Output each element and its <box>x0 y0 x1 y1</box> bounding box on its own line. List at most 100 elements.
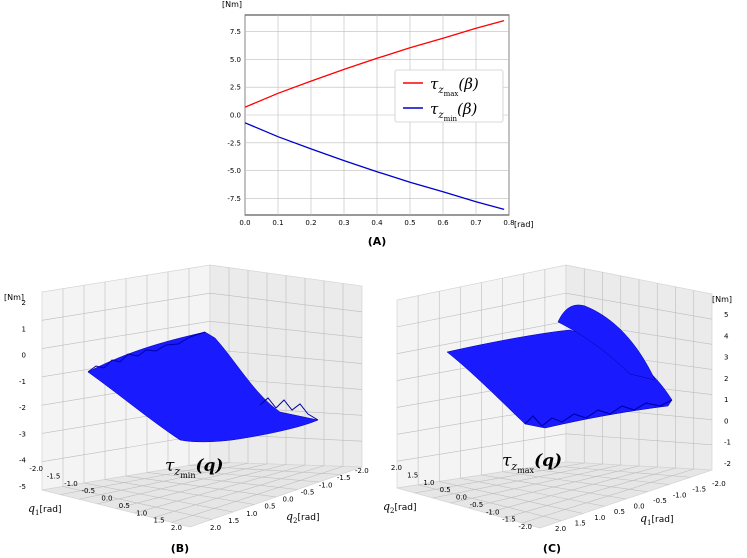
z-tick-label: -2 <box>19 404 26 412</box>
floor-gridline <box>152 465 325 519</box>
z-tick-label: 0 <box>22 352 26 360</box>
b-surface-arg: (q) <box>196 456 224 476</box>
y-tick-label: -0.5 <box>301 488 315 496</box>
x-tick-label: 0.5 <box>119 502 130 510</box>
legend-label-tau-min: τzmin(β) <box>430 100 478 123</box>
panel-b-label: (B) <box>171 542 189 555</box>
legend-label-tau-max: τzmax(β) <box>430 75 479 98</box>
z-tick-label: -5 <box>19 483 26 491</box>
surface-b-body <box>87 331 319 443</box>
y-tick-label: -2.0 <box>355 467 369 475</box>
pane-gridline <box>396 292 567 328</box>
panel-b-x-ticks: -2.0 -1.5-1.0-0.5 0.0 0.5 1.0 1.5 2.0 <box>29 465 182 532</box>
x-tick-label: -1.5 <box>502 516 516 524</box>
panel-a-y-tick-label: -7.5 <box>227 195 241 203</box>
legend-tau-min-sub: z <box>437 110 444 121</box>
x-tick-label: -0.5 <box>470 501 484 509</box>
c-y-axis-symbol: q <box>640 512 647 525</box>
z-tick-label: -3 <box>19 430 26 438</box>
z-tick-label: 4 <box>724 332 729 340</box>
panel-b-surface-label: τzmin(q) <box>165 456 223 480</box>
legend-tau-max-symbol: τ <box>430 75 439 93</box>
c-x-axis-symbol: q <box>383 500 390 513</box>
panel-a-x-tick-label: 0.4 <box>371 219 383 227</box>
panel-c-x-ticks: 2.0 1.5 1.0 0.5 0.0-0.5-1.0-1.5-2.0 <box>391 464 532 531</box>
z-tick-label: 1 <box>724 396 728 404</box>
c-x-axis-sub: 2 <box>390 507 394 515</box>
y-tick-label: 1.5 <box>228 517 239 525</box>
legend-tau-max-subsub: max <box>444 90 459 98</box>
floor-gridline <box>171 466 344 523</box>
panel-b-3d-surface: [Nm] 210-1-2-3-4-5 -2.0-1.5-1.0-0.50.00.… <box>4 264 369 555</box>
b-x-axis-symbol: q <box>28 502 35 515</box>
y-tick-label: -1.5 <box>692 486 706 494</box>
x-tick-label: 1.5 <box>407 471 418 479</box>
legend-tau-min-subsub: min <box>444 115 458 123</box>
y-tick-label: -0.5 <box>653 497 667 505</box>
panel-b-zlabel: [Nm] <box>4 293 24 302</box>
panel-c-floor-pane <box>396 461 713 529</box>
legend-tau-max-sub: z <box>437 85 444 96</box>
pane-gridline <box>565 433 713 446</box>
b-surface-symbol: τ <box>165 456 175 476</box>
panel-a-y-tick-label: -5.0 <box>227 167 241 175</box>
floor-gridline <box>522 468 694 524</box>
panel-a-x-tick-label: 0.1 <box>272 219 283 227</box>
panel-a-line-chart: [Nm] 0.0 0.1 0.2 0.3 0.4 0.5 0.6 0.7 0.8 7.5 5.0 2… <box>222 0 534 248</box>
b-y-axis-unit: [rad] <box>298 513 320 523</box>
x-tick-label: -1.0 <box>486 508 500 516</box>
floor-gridline <box>544 464 691 478</box>
c-surface-arg: (q) <box>534 451 562 471</box>
panel-a-x-tick-label: 0.7 <box>470 219 481 227</box>
floor-gridline <box>167 468 320 483</box>
y-tick-label: 0.0 <box>283 496 294 504</box>
z-tick-label: 2 <box>22 299 26 307</box>
floor-gridline <box>486 466 658 514</box>
pane-gridline <box>209 349 363 364</box>
panel-b-x-axis-label: q1[rad] <box>28 502 61 517</box>
z-tick-label: 5 <box>724 311 728 319</box>
panel-a-ylabel: [Nm] <box>222 0 242 9</box>
pane-gridline <box>396 320 567 355</box>
pane-gridline <box>41 320 211 349</box>
legend-tau-min-symbol: τ <box>430 100 439 118</box>
floor-gridline <box>146 472 298 490</box>
x-tick-label: -2.0 <box>518 523 532 531</box>
floor-gridline <box>188 465 341 475</box>
panel-a-legend: τzmax(β) τzmin(β) <box>394 69 504 123</box>
b-x-axis-sub: 1 <box>35 509 39 517</box>
c-surface-subsub: max <box>517 466 534 475</box>
panel-a-x-tick-label: 0.6 <box>437 219 449 227</box>
legend-tau-max-arg: (β) <box>458 75 479 93</box>
x-tick-label: 0.5 <box>440 486 451 494</box>
y-tick-label: 2.0 <box>555 525 566 533</box>
x-tick-label: 1.5 <box>153 517 164 525</box>
panel-c-z-ticks: 5 4 3 2 1 0 -1 -2 <box>724 311 731 468</box>
panel-b-z-ticks: 2 1 0 -1 -2 -3 -4 -5 <box>19 299 27 491</box>
surface-b-ridge-edge <box>87 331 206 373</box>
x-tick-label: 1.0 <box>136 509 147 517</box>
y-tick-label: 1.0 <box>246 510 257 518</box>
panel-a-y-tick-label: 0.0 <box>230 112 241 120</box>
surface-b-tail-edge <box>259 397 319 421</box>
b-surface-subsub: min <box>180 471 195 480</box>
x-tick-label: 0.0 <box>101 495 112 503</box>
c-x-axis-unit: [rad] <box>395 503 417 513</box>
floor-gridline <box>468 465 640 509</box>
panel-b-surface <box>87 331 319 443</box>
c-y-axis-unit: [rad] <box>652 515 674 525</box>
z-tick-label: 3 <box>724 354 728 362</box>
x-tick-label: 2.0 <box>171 524 182 532</box>
pane-gridline <box>396 433 567 462</box>
surface-c-front-edge <box>524 399 673 427</box>
panel-c-label: (C) <box>543 542 561 555</box>
panel-a-label: (A) <box>368 235 387 248</box>
y-tick-label: -1.5 <box>337 474 351 482</box>
panel-c-surface <box>446 304 673 429</box>
panel-a-x-tick-label: 0.5 <box>404 219 415 227</box>
z-tick-label: -4 <box>19 457 27 465</box>
panel-a-x-tick-label: 0.0 <box>239 219 250 227</box>
y-tick-label: 1.0 <box>594 514 605 522</box>
x-tick-label: -1.0 <box>64 480 78 488</box>
panel-a-y-ticks: 7.5 5.0 2.5 0.0 -2.5 -5.0 -7.5 <box>227 28 241 203</box>
